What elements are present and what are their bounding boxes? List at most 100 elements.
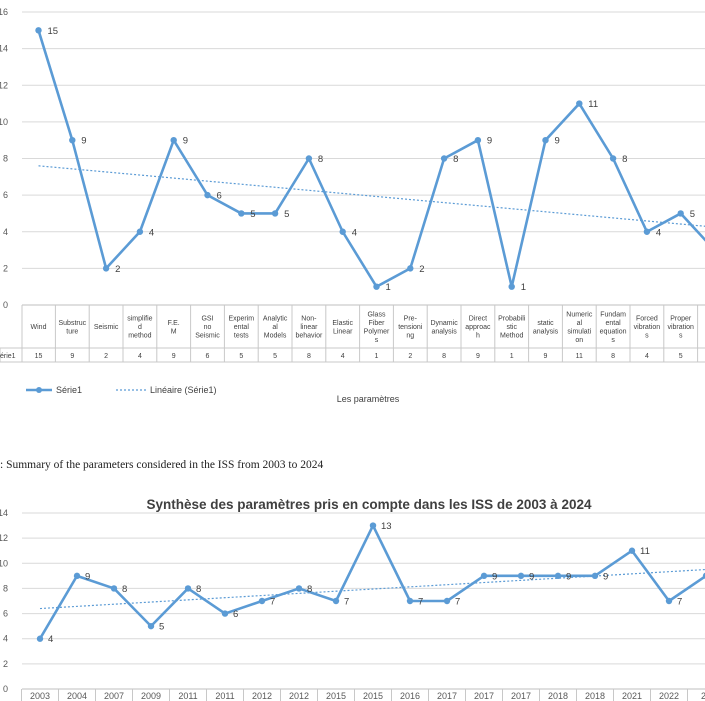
data-label: 8 xyxy=(122,584,127,595)
x-category-label: 2007 xyxy=(104,691,124,701)
y-tick-label: 2 xyxy=(3,659,8,669)
table-value: 15 xyxy=(35,353,43,360)
data-point xyxy=(238,210,245,217)
x-category-label: Dynamic analysis xyxy=(430,320,458,336)
data-label: 8 xyxy=(453,154,458,165)
yearly-chart: Synthèse des paramètres pris en compte d… xyxy=(0,497,705,701)
data-label: 5 xyxy=(159,622,164,633)
x-category-label: Probabili stic Method xyxy=(498,316,526,340)
y-tick-label: 0 xyxy=(3,300,8,310)
data-label: 1 xyxy=(386,282,391,293)
y-tick-label: 14 xyxy=(0,508,8,518)
data-point xyxy=(305,155,313,162)
x-category-label: Proper vibration s xyxy=(667,316,694,340)
table-value: 1 xyxy=(510,353,514,360)
data-point xyxy=(221,610,229,617)
y-tick-label: 4 xyxy=(3,634,8,644)
x-category-label: 2016 xyxy=(400,691,420,701)
legend-label-series: Série1 xyxy=(56,385,82,395)
data-label: 8 xyxy=(196,584,201,595)
data-label: 11 xyxy=(588,99,598,110)
x-category-label: 2017 xyxy=(437,691,457,701)
data-point xyxy=(339,228,346,235)
table-value: 9 xyxy=(70,353,74,360)
y-tick-label: 10 xyxy=(0,117,8,127)
data-point xyxy=(677,210,684,217)
data-label: 5 xyxy=(250,209,255,220)
x-category-label: 2022 xyxy=(659,691,679,701)
y-tick-label: 6 xyxy=(3,190,8,200)
data-label: 4 xyxy=(149,227,154,238)
trend-line xyxy=(38,165,705,227)
data-point xyxy=(702,572,705,579)
data-label: 9 xyxy=(85,571,90,582)
data-label: 4 xyxy=(48,634,53,645)
data-label: 1 xyxy=(521,282,526,293)
data-point xyxy=(170,136,177,144)
x-category-label: 2011 xyxy=(215,691,234,701)
x-category-label: static analysis xyxy=(533,320,559,336)
table-value: 6 xyxy=(206,353,210,360)
data-point xyxy=(643,228,651,235)
data-label: 6 xyxy=(217,191,222,202)
y-tick-label: 8 xyxy=(3,583,8,593)
table-value: 4 xyxy=(341,353,345,360)
trend-line xyxy=(39,568,705,610)
data-point xyxy=(36,635,44,642)
y-tick-label: 16 xyxy=(0,7,8,17)
x-category-label: Seismic xyxy=(94,324,119,331)
x-category-label: F.E. M xyxy=(168,320,180,336)
data-point xyxy=(508,283,515,290)
x-category-label: 2004 xyxy=(67,691,87,701)
table-value: 4 xyxy=(645,353,649,360)
data-point xyxy=(576,100,583,107)
table-value: 9 xyxy=(476,353,480,360)
x-category-label: 2015 xyxy=(363,691,383,701)
data-label: 7 xyxy=(418,597,423,608)
data-point xyxy=(69,136,76,144)
y-tick-label: 8 xyxy=(3,154,8,164)
data-label: 9 xyxy=(487,136,492,147)
legend-label-trend: Linéaire (Série1) xyxy=(150,385,217,395)
x-category-label: 2012 xyxy=(289,691,309,701)
x-category-label: Wind xyxy=(31,324,47,331)
data-point xyxy=(440,155,448,162)
table-value: 9 xyxy=(544,353,548,360)
table-value: 5 xyxy=(273,353,277,360)
data-point xyxy=(665,597,673,605)
data-label: 8 xyxy=(622,154,627,165)
data-label: 7 xyxy=(270,597,275,608)
x-category-label: 2015 xyxy=(326,691,346,701)
data-point xyxy=(258,597,266,605)
data-point xyxy=(474,136,482,144)
data-point xyxy=(73,572,81,580)
data-point xyxy=(102,265,110,272)
table-value: 5 xyxy=(239,353,243,360)
y-tick-label: 2 xyxy=(3,263,8,273)
data-label: 15 xyxy=(48,26,59,37)
data-point xyxy=(271,210,279,217)
x-category-label: Analytic al Models xyxy=(263,316,288,340)
table-value: 1 xyxy=(375,353,379,360)
y-tick-label: 12 xyxy=(0,533,8,543)
data-point xyxy=(591,572,599,580)
table-value: 5 xyxy=(679,353,683,360)
data-label: 7 xyxy=(344,597,349,608)
x-category-label: 2011 xyxy=(178,691,197,701)
data-point xyxy=(542,136,549,144)
data-point xyxy=(110,585,118,592)
chart-title: Synthèse des paramètres pris en compte d… xyxy=(147,497,592,512)
table-value: 8 xyxy=(442,353,446,360)
data-point xyxy=(136,228,144,235)
data-point xyxy=(295,585,303,592)
data-label: 9 xyxy=(492,571,497,582)
data-point xyxy=(554,572,562,580)
data-point xyxy=(517,572,525,580)
x-category-label: 2012 xyxy=(252,691,272,701)
figure-caption: : Summary of the parameters considered i… xyxy=(0,459,324,471)
x-category-label: Non-linear behavior xyxy=(295,316,323,340)
table-value: 11 xyxy=(576,353,583,360)
x-category-label: simplifie d method xyxy=(127,316,152,340)
data-point xyxy=(609,155,617,162)
